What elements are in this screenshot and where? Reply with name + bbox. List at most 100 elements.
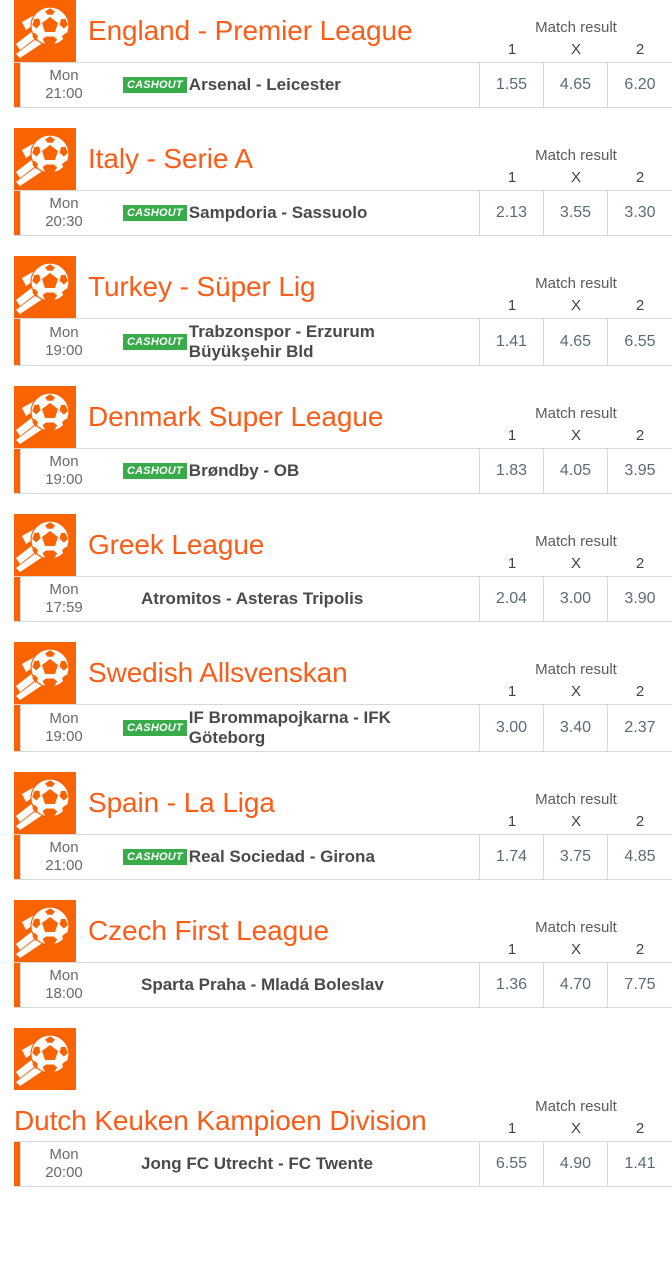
odd-button-2[interactable]: 1.41 xyxy=(624,1154,656,1172)
odd-button-1[interactable]: 1.41 xyxy=(480,319,544,365)
row-accent-bar xyxy=(14,705,20,751)
league-title[interactable]: England - Premier League xyxy=(88,15,413,46)
match-main[interactable]: Mon 19:00 CASHOUT Brøndby - OB xyxy=(20,449,480,493)
league-title[interactable]: Czech First League xyxy=(88,915,329,946)
match-main[interactable]: Mon 17:59 Atromitos - Asteras Tripolis xyxy=(20,577,480,621)
match-datetime: Mon 20:00 xyxy=(21,1142,113,1186)
league-header: Italy - Serie A Match result 1 X 2 xyxy=(0,128,672,190)
league-title[interactable]: Swedish Allsvenskan xyxy=(88,657,348,688)
odd-button-1[interactable]: 6.55 xyxy=(480,1141,544,1186)
cashout-badge[interactable]: CASHOUT xyxy=(123,720,187,736)
odd-button-2[interactable]: 6.20 xyxy=(624,76,656,93)
cashout-badge[interactable]: CASHOUT xyxy=(123,205,187,221)
table-row[interactable]: Mon 20:00 Jong FC Utrecht - FC Twente 6.55 4… xyxy=(14,1140,672,1187)
league-header: Denmark Super League Match result 1 X 2 xyxy=(0,386,672,448)
odd-button-1[interactable]: 3.00 xyxy=(480,705,544,751)
match-main[interactable]: Mon 20:30 CASHOUT Sampdoria - Sassuolo xyxy=(20,191,480,235)
odd-button-x[interactable]: 4.90 xyxy=(544,1141,608,1186)
odds-header-title: Match result xyxy=(535,919,617,936)
table-row[interactable]: Mon 21:00 CASHOUT Real Sociedad - Girona 1.7… xyxy=(14,834,672,880)
match-main[interactable]: Mon 19:00 CASHOUT Trabzonspor - Erzurum Büy… xyxy=(20,319,480,365)
match-name[interactable]: Trabzonspor - Erzurum Büyükşehir Bld xyxy=(188,322,375,361)
match-name-wrap: CASHOUT Real Sociedad - Girona xyxy=(113,844,479,870)
match-time: 20:30 xyxy=(45,213,83,230)
cashout-badge[interactable]: CASHOUT xyxy=(123,334,187,350)
league-title[interactable]: Spain - La Liga xyxy=(88,787,275,818)
match-name[interactable]: Sampdoria - Sassuolo xyxy=(188,203,368,222)
league-title[interactable]: Dutch Keuken Kampioen Division xyxy=(14,1105,427,1136)
match-name[interactable]: Real Sociedad - Girona xyxy=(188,847,375,866)
match-main[interactable]: Mon 21:00 CASHOUT Arsenal - Leicester xyxy=(20,63,480,107)
match-name[interactable]: Brøndby - OB xyxy=(188,461,300,480)
odd-button-1[interactable]: 1.74 xyxy=(480,835,544,879)
odd-button-2[interactable]: 7.75 xyxy=(624,976,656,993)
odd-button-1[interactable]: 1.83 xyxy=(480,449,544,493)
odd-button-x[interactable]: 3.55 xyxy=(544,191,608,235)
match-time: 21:00 xyxy=(45,85,83,102)
league-title[interactable]: Greek League xyxy=(88,529,265,560)
odd-button-1[interactable]: 2.13 xyxy=(480,191,544,235)
league-title[interactable]: Denmark Super League xyxy=(88,401,384,432)
table-row[interactable]: Mon 19:00 CASHOUT Trabzonspor - Erzurum Büy… xyxy=(14,318,672,366)
table-row[interactable]: Mon 19:00 CASHOUT IF Brommapojkarna - IFK G… xyxy=(14,704,672,752)
odd-button-2[interactable]: 3.95 xyxy=(624,462,656,479)
match-name-wrap: CASHOUT Arsenal - Leicester xyxy=(113,72,479,98)
odd-button-2[interactable]: 3.30 xyxy=(624,204,656,221)
table-row[interactable]: Mon 19:00 CASHOUT Brøndby - OB 1.83 4.05 3.95 xyxy=(14,448,672,494)
league-header: England - Premier League Match result 1 X 2 xyxy=(0,0,672,62)
match-time: 20:00 xyxy=(45,1163,83,1181)
match-main[interactable]: Mon 19:00 CASHOUT IF Brommapojkarna - IFK G… xyxy=(20,705,480,751)
odds-header-columns: 1 X 2 xyxy=(480,940,672,962)
odds-header-columns: 1 X 2 xyxy=(480,40,672,62)
odd-button-x[interactable]: 4.05 xyxy=(544,449,608,493)
odds-column-label-2: 2 xyxy=(635,427,645,444)
odd-button-1[interactable]: 1.55 xyxy=(480,63,544,107)
cashout-badge[interactable]: CASHOUT xyxy=(123,77,187,93)
odd-button-2[interactable]: 4.85 xyxy=(624,848,656,865)
league-title[interactable]: Turkey - Süper Lig xyxy=(88,271,316,302)
leagues-list: England - Premier League Match result 1 X 2 M… xyxy=(0,0,672,1187)
odds-column-label-1: 1 xyxy=(507,41,517,58)
match-name-wrap: CASHOUT Trabzonspor - Erzurum Büyükşehir … xyxy=(113,319,479,365)
odds-cells: 1.55 4.65 6.20 xyxy=(480,63,672,107)
match-name[interactable]: Sparta Praha - Mladá Boleslav xyxy=(141,975,384,994)
table-row[interactable]: Mon 20:30 CASHOUT Sampdoria - Sassuolo 2.13 3… xyxy=(14,190,672,236)
odd-button-x[interactable]: 4.65 xyxy=(544,63,608,107)
odds-column-label-x: X xyxy=(570,1119,581,1137)
table-row[interactable]: Mon 17:59 Atromitos - Asteras Tripolis 2.04… xyxy=(14,576,672,622)
odd-button-x[interactable]: 3.40 xyxy=(544,705,608,751)
league-title[interactable]: Italy - Serie A xyxy=(88,143,254,174)
match-name-wrap: CASHOUT Brøndby - OB xyxy=(113,458,479,484)
row-accent-bar xyxy=(14,63,20,107)
odd-button-1[interactable]: 1.36 xyxy=(480,963,544,1007)
match-name[interactable]: Jong FC Utrecht - FC Twente xyxy=(141,1153,374,1173)
match-name[interactable]: IF Brommapojkarna - IFK Göteborg xyxy=(188,708,391,747)
odds-header-title: Match result xyxy=(535,661,617,678)
match-main[interactable]: Mon 18:00 Sparta Praha - Mladá Boleslav xyxy=(20,963,480,1007)
odds-header-title: Match result xyxy=(535,147,617,164)
cashout-badge[interactable]: CASHOUT xyxy=(123,463,187,479)
match-main[interactable]: Mon 21:00 CASHOUT Real Sociedad - Girona xyxy=(20,835,480,879)
odds-header-title: Match result xyxy=(535,405,617,422)
table-row[interactable]: Mon 21:00 CASHOUT Arsenal - Leicester 1.55 4.… xyxy=(14,62,672,108)
odd-button-x[interactable]: 4.70 xyxy=(544,963,608,1007)
odd-button-1[interactable]: 2.04 xyxy=(480,577,544,621)
match-main[interactable]: Mon 20:00 Jong FC Utrecht - FC Twente xyxy=(20,1141,480,1186)
match-name[interactable]: Arsenal - Leicester xyxy=(188,75,341,94)
cashout-badge[interactable]: CASHOUT xyxy=(123,849,187,865)
odds-header: Match result 1 X 2 xyxy=(480,532,672,576)
match-time: 21:00 xyxy=(45,857,83,874)
odds-header-columns: 1 X 2 xyxy=(480,296,672,318)
odd-button-x[interactable]: 4.65 xyxy=(544,319,608,365)
league-block: Czech First League Match result 1 X 2 Mon 18:0… xyxy=(0,900,672,1008)
table-row[interactable]: Mon 18:00 Sparta Praha - Mladá Boleslav 1.3… xyxy=(14,962,672,1008)
odd-button-2[interactable]: 6.55 xyxy=(624,333,656,350)
odd-button-x[interactable]: 3.75 xyxy=(544,835,608,879)
match-name[interactable]: Atromitos - Asteras Tripolis xyxy=(141,589,364,608)
odd-button-x[interactable]: 3.00 xyxy=(544,577,608,621)
match-time: 19:00 xyxy=(45,728,83,745)
odds-column-label-x: X xyxy=(570,683,581,700)
odd-button-2[interactable]: 2.37 xyxy=(624,719,656,736)
odds-column-label-2: 2 xyxy=(635,297,645,314)
odd-button-2[interactable]: 3.90 xyxy=(624,590,656,607)
